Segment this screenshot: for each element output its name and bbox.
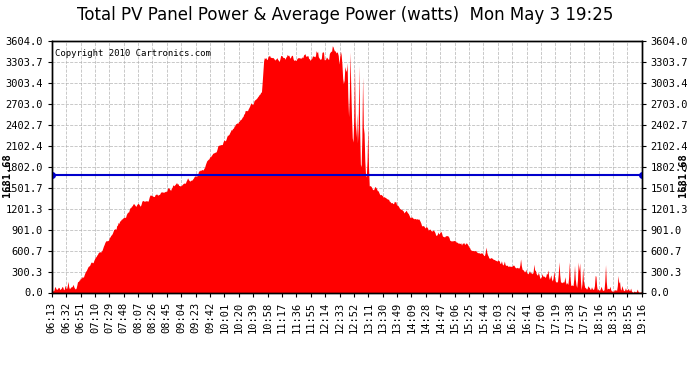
- Text: 1681.68: 1681.68: [2, 153, 12, 197]
- Text: Total PV Panel Power & Average Power (watts)  Mon May 3 19:25: Total PV Panel Power & Average Power (wa…: [77, 6, 613, 24]
- Text: Copyright 2010 Cartronics.com: Copyright 2010 Cartronics.com: [55, 49, 210, 58]
- Text: 1681.68: 1681.68: [678, 153, 688, 197]
